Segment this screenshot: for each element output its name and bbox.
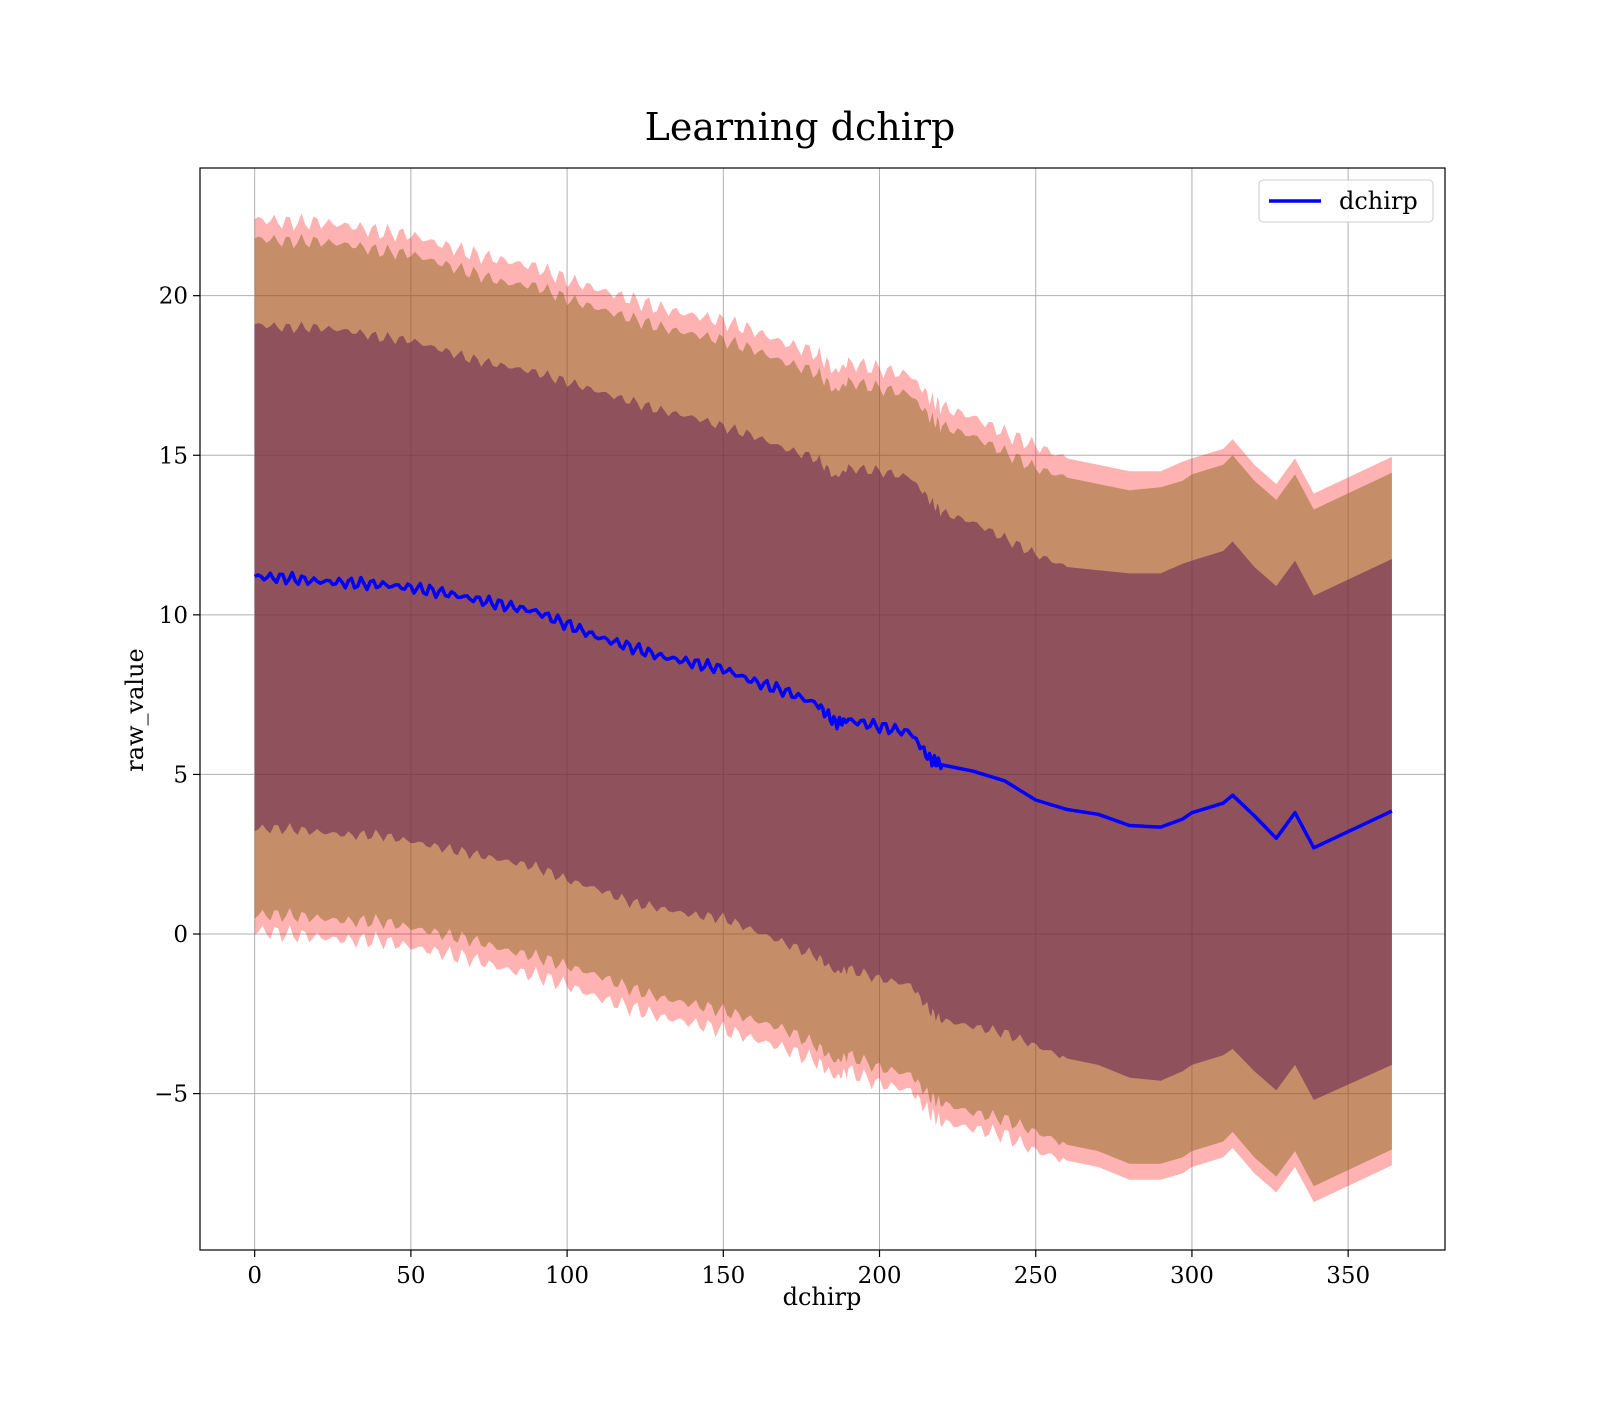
plot-frame [199, 167, 1446, 1251]
x-tick-label: 250 [1014, 1263, 1058, 1289]
x-tick-label: 50 [396, 1263, 425, 1289]
y-tick-label: −5 [154, 1082, 188, 1108]
legend-label-dchirp: dchirp [1339, 187, 1418, 215]
x-tick-label: 350 [1326, 1263, 1370, 1289]
y-axis-label: raw_value [121, 648, 149, 772]
y-tick-label: 10 [159, 603, 188, 629]
x-tick-label: 0 [247, 1263, 262, 1289]
x-tick-label: 200 [858, 1263, 902, 1289]
series-line-dchirp [253, 570, 1393, 850]
x-axis-label: dchirp [783, 1283, 862, 1311]
x-tick-label: 300 [1170, 1263, 1214, 1289]
legend-box [1258, 179, 1434, 223]
y-tick-label: 0 [173, 922, 188, 948]
chart-title: Learning dchirp [645, 105, 956, 149]
x-tick-label: 150 [701, 1263, 745, 1289]
x-tick-label: 100 [545, 1263, 589, 1289]
y-tick-label: 15 [159, 443, 188, 469]
y-tick-label: 5 [173, 762, 188, 788]
y-tick-label: 20 [159, 284, 188, 310]
